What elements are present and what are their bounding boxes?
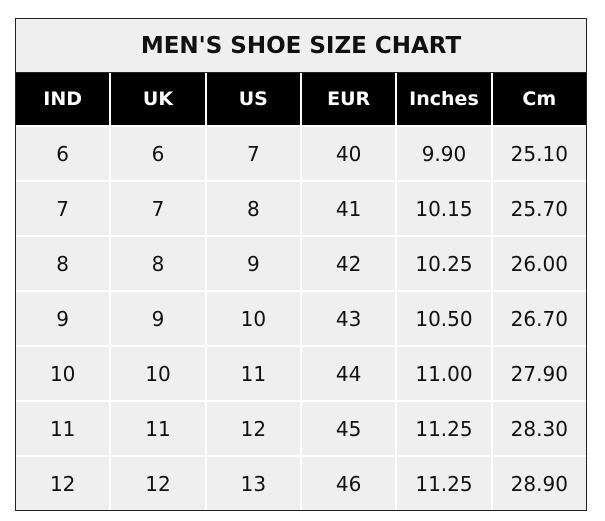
table-cell: 11	[207, 347, 302, 400]
table-cell: 25.70	[510, 196, 568, 221]
table-cell: 43	[302, 292, 398, 345]
table-cell: 11.25	[397, 402, 493, 455]
table-cell: 8	[207, 182, 302, 235]
column-header: EUR	[302, 73, 398, 125]
table-cell: 8	[16, 237, 112, 290]
table-cell: 10	[111, 347, 207, 400]
table-cell: 40	[302, 127, 398, 180]
table-cell: 7	[207, 127, 302, 180]
table-cell: 10	[16, 347, 112, 400]
table-cell: 10.25	[397, 237, 493, 290]
table-cell: 28.90	[510, 471, 568, 496]
column-header: UK	[111, 73, 207, 125]
table-cell: 42	[302, 237, 398, 290]
shoe-size-table: MEN'S SHOE SIZE CHART IND UK US EUR Inches Cm…	[15, 18, 587, 511]
table-cell: 7	[111, 182, 207, 235]
table-cell: 28.30	[510, 416, 568, 441]
table-cell: 11	[111, 402, 207, 455]
table-cell: 12	[111, 457, 207, 510]
table-cell: 41	[302, 182, 398, 235]
table-cell: 6	[111, 127, 207, 180]
column-header: Inches	[397, 73, 493, 125]
table-cell: 9	[16, 292, 112, 345]
table-cell: 7	[16, 182, 112, 235]
table-cell: 11.00	[397, 347, 493, 400]
table-cell: 10.15	[397, 182, 493, 235]
table-cell: 25.10	[510, 141, 568, 166]
table-cell: 10.50	[397, 292, 493, 345]
table-cell: 11	[16, 402, 112, 455]
table-cell: 9.90	[397, 127, 493, 180]
table-cell: 12	[16, 457, 112, 510]
table-cell: 11.25	[397, 457, 493, 510]
column-header: IND	[16, 73, 112, 125]
table-cell: 27.90	[510, 361, 568, 386]
table-title: MEN'S SHOE SIZE CHART	[16, 19, 586, 73]
table-row: 11 11 12 45 11.25 28.30	[16, 400, 586, 455]
table-cell: 46	[302, 457, 398, 510]
column-header: Cm	[522, 88, 557, 110]
table-row: 10 10 11 44 11.00 27.90	[16, 345, 586, 400]
table-cell: 45	[302, 402, 398, 455]
header-row: IND UK US EUR Inches Cm	[16, 73, 586, 125]
table-cell: 26.00	[510, 251, 568, 276]
table-cell: 13	[207, 457, 302, 510]
table-row: 6 6 7 40 9.90 25.10	[16, 125, 586, 180]
table-cell: 10	[207, 292, 302, 345]
table-cell: 44	[302, 347, 398, 400]
table-row: 9 9 10 43 10.50 26.70	[16, 290, 586, 345]
table-cell: 9	[111, 292, 207, 345]
table-cell: 26.70	[510, 306, 568, 331]
table-row: 8 8 9 42 10.25 26.00	[16, 235, 586, 290]
table-cell: 12	[207, 402, 302, 455]
table-cell: 9	[207, 237, 302, 290]
table-body: 6 6 7 40 9.90 25.10 7 7 8 41 10.15 25.70 8 8 9 42 10.25 2…	[16, 125, 586, 510]
column-header: US	[207, 73, 302, 125]
table-row: 12 12 13 46 11.25 28.90	[16, 455, 586, 510]
table-cell: 8	[111, 237, 207, 290]
table-row: 7 7 8 41 10.15 25.70	[16, 180, 586, 235]
table-cell: 6	[16, 127, 112, 180]
